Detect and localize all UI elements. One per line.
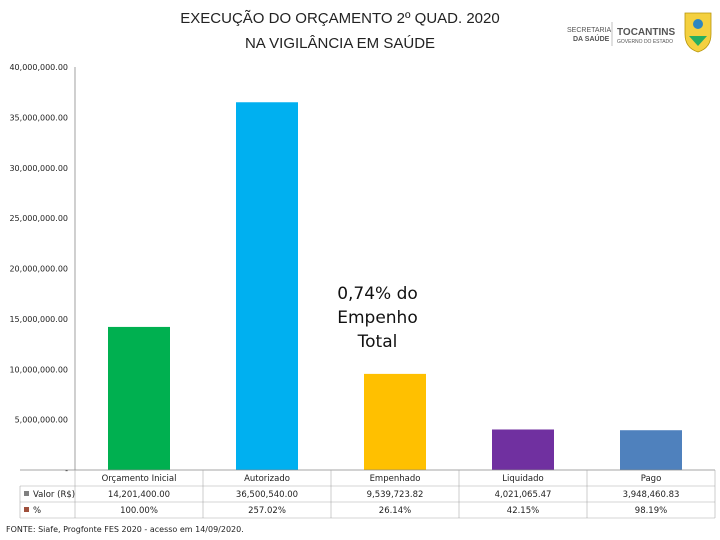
table-cell: 36,500,540.00 xyxy=(236,490,298,500)
logo-group: SECRETARIA DA SAÚDE TOCANTINS GOVERNO DO… xyxy=(567,12,712,53)
annotation-line-3: Total xyxy=(357,332,398,352)
table-cell: 14,201,400.00 xyxy=(108,490,170,500)
table-cell: 98.19% xyxy=(635,506,667,516)
coat-of-arms-icon xyxy=(684,12,712,53)
row-label: Valor (R$) xyxy=(33,490,75,500)
y-tick-label: 40,000,000.00 xyxy=(9,63,68,72)
category-label: Liquidado xyxy=(502,474,543,484)
y-tick-label: 20,000,000.00 xyxy=(9,265,68,274)
tocantins-logo: TOCANTINS xyxy=(617,27,675,38)
source-note: FONTE: Siafe, Progfonte FES 2020 - acess… xyxy=(6,525,244,534)
category-label: Orçamento Inicial xyxy=(102,474,177,484)
category-label: Empenhado xyxy=(370,474,421,484)
y-tick-label: 5,000,000.00 xyxy=(15,416,68,425)
table-cell: 4,021,065.47 xyxy=(495,490,552,500)
row-label: % xyxy=(33,506,41,516)
secretaria-logo-line-2: DA SAÚDE xyxy=(573,34,610,43)
y-tick-label: 30,000,000.00 xyxy=(9,164,68,173)
bars-group xyxy=(108,102,682,471)
y-tick-label: 15,000,000.00 xyxy=(9,315,68,324)
table-cell: 26.14% xyxy=(379,506,411,516)
y-tick-label: 25,000,000.00 xyxy=(9,214,68,223)
annotation-line-1: 0,74% do xyxy=(337,284,418,304)
bar-1 xyxy=(108,326,170,470)
y-tick-label: 10,000,000.00 xyxy=(9,365,68,374)
table-cell: 257.02% xyxy=(248,506,286,516)
title-line-1: EXECUÇÃO DO ORÇAMENTO 2º QUAD. 2020 xyxy=(180,10,500,27)
category-label: Pago xyxy=(641,474,662,484)
y-axis: - 5,000,000.00 10,000,000.00 15,000,000.00 2… xyxy=(9,63,76,475)
table-cell: 100.00% xyxy=(120,506,158,516)
y-tick-label: - xyxy=(65,466,68,475)
category-label: Autorizado xyxy=(244,474,290,484)
y-tick-label: 35,000,000.00 xyxy=(9,113,68,122)
bar-2 xyxy=(236,102,298,471)
chart-title: EXECUÇÃO DO ORÇAMENTO 2º QUAD. 2020 NA V… xyxy=(130,6,550,56)
annotation-line-2: Empenho xyxy=(337,308,418,328)
empenho-annotation: 0,74% do Empenho Total xyxy=(325,282,430,354)
table-cell: 9,539,723.82 xyxy=(367,490,424,500)
title-line-2: NA VIGILÂNCIA EM SAÚDE xyxy=(244,35,436,52)
secretaria-logo-line-1: SECRETARIA xyxy=(567,27,612,34)
table-cell: 42.15% xyxy=(507,506,539,516)
bar-4 xyxy=(492,429,554,470)
legend-swatch xyxy=(24,491,29,496)
data-table: Orçamento Inicial Autorizado Empenhado Liqu… xyxy=(19,469,716,519)
governo-logo: GOVERNO DO ESTADO xyxy=(617,39,673,45)
legend-swatch xyxy=(24,507,29,512)
bar-3 xyxy=(364,373,426,470)
table-cell: 3,948,460.83 xyxy=(623,490,680,500)
bar-5 xyxy=(620,430,682,470)
